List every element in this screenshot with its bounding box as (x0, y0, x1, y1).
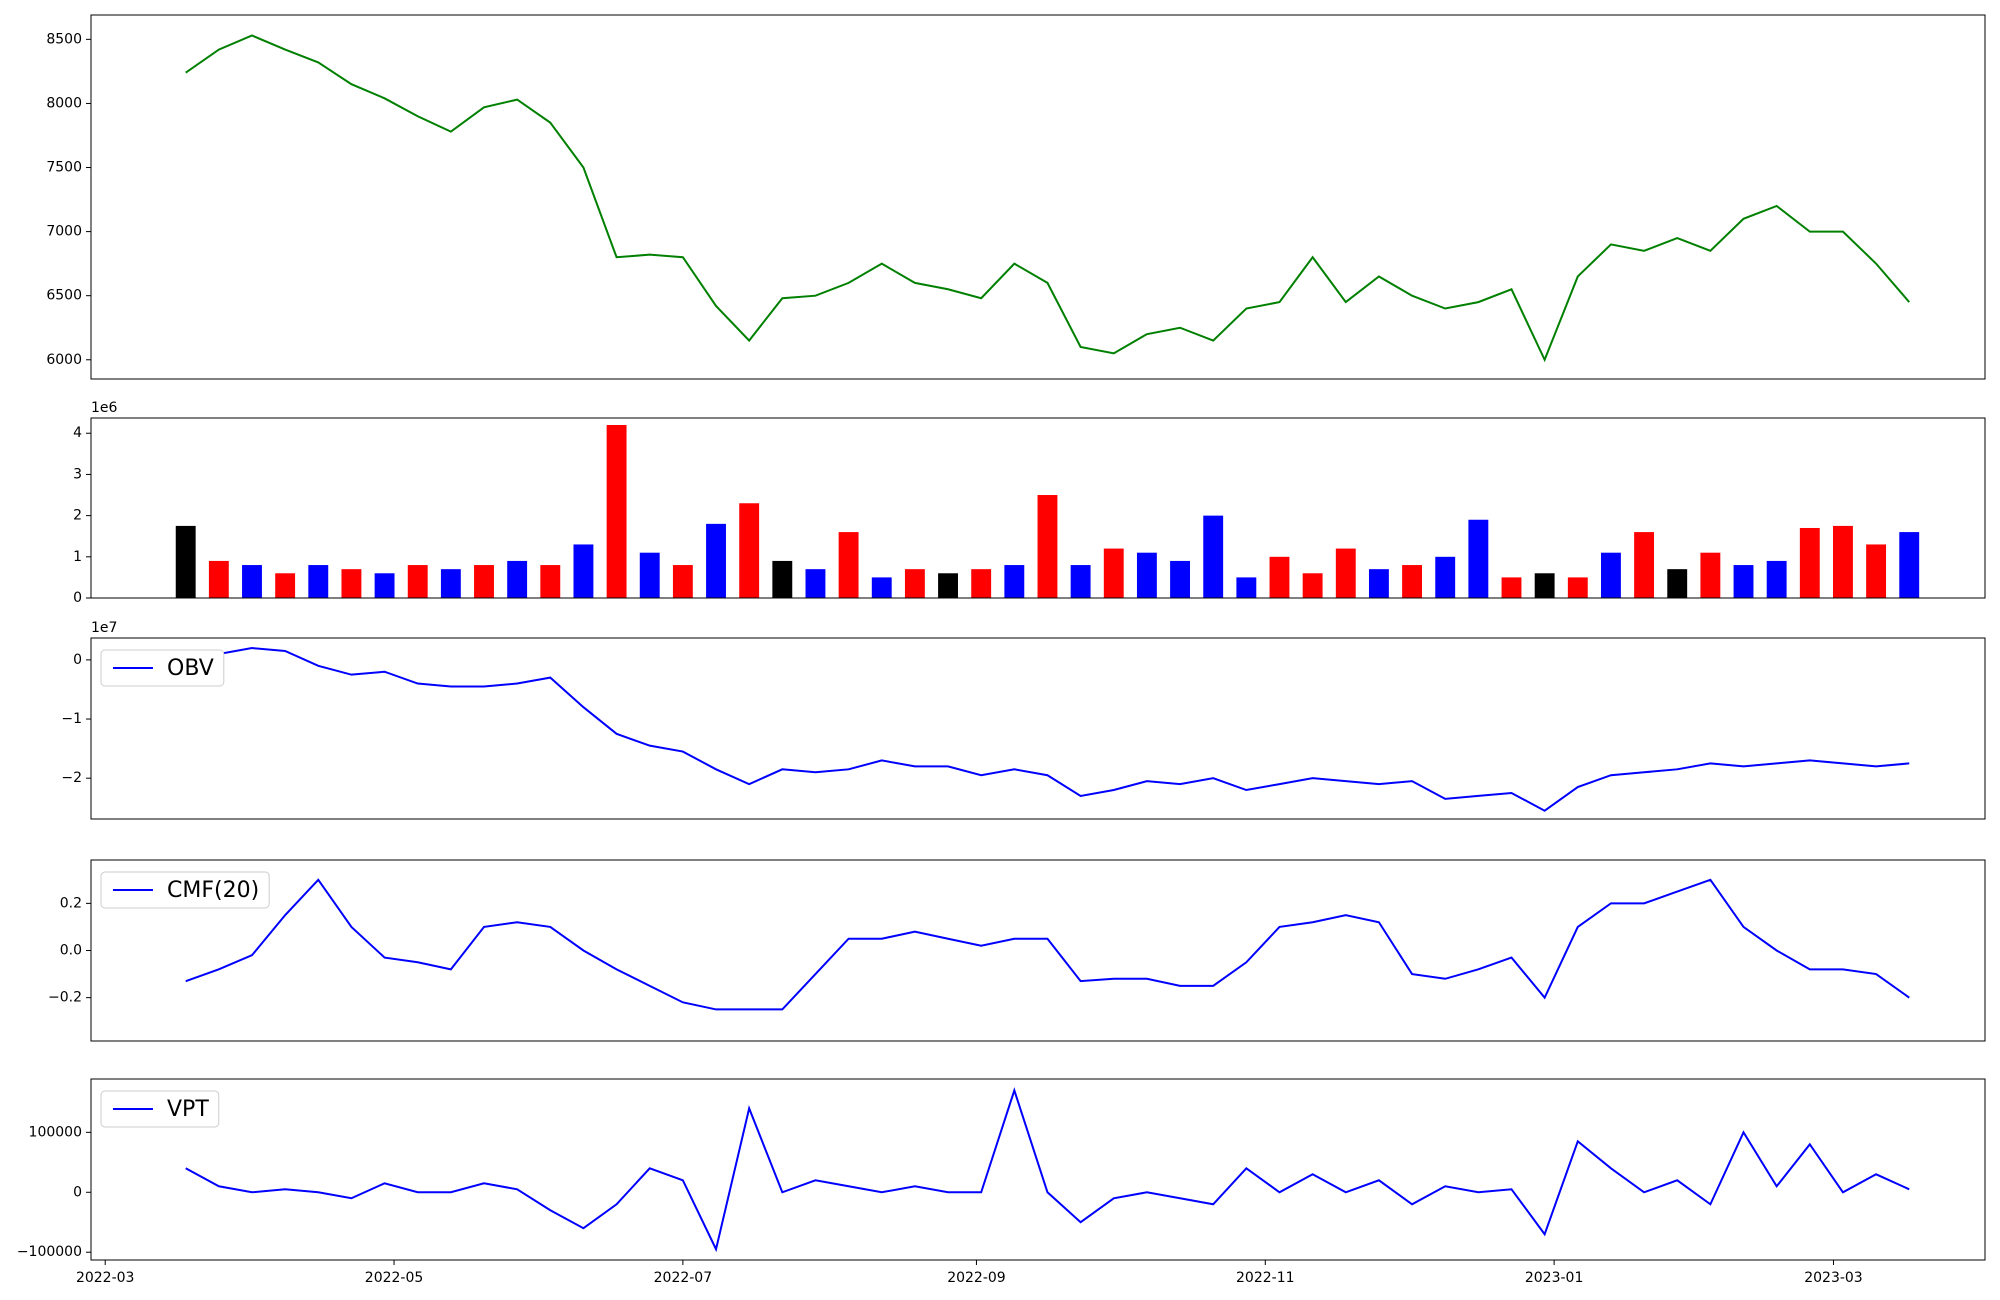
axes-frame (90, 637, 1986, 820)
bar (1501, 577, 1522, 598)
bar (1302, 573, 1323, 598)
bar (1269, 556, 1290, 598)
bar (540, 565, 561, 598)
legend-box (100, 649, 225, 687)
y-tick-label: −0.2 (48, 990, 82, 1006)
legend-box (100, 871, 270, 909)
x-tick-label: 2022-07 (654, 1270, 713, 1286)
series-line (185, 878, 1910, 1011)
y-tick-label: −1 (61, 711, 82, 727)
x-tick-label: 2022-03 (76, 1270, 135, 1286)
y-tick-label: 8000 (46, 95, 82, 111)
y-tick-label: 0.2 (60, 895, 82, 911)
bar (805, 569, 826, 598)
bar (1368, 569, 1389, 598)
axes-frame (90, 14, 1986, 380)
series-line (185, 1087, 1910, 1253)
offset-label: 1e6 (91, 400, 118, 416)
bar (573, 544, 594, 598)
bar (1136, 552, 1157, 598)
x-tick-label: 2023-03 (1804, 1270, 1863, 1286)
y-tick-label: 7500 (46, 160, 82, 176)
bar (175, 525, 196, 598)
y-tick-label: 4 (73, 425, 82, 441)
bar (1733, 565, 1754, 598)
bar (1833, 525, 1853, 598)
bar (1799, 527, 1820, 598)
bar (938, 573, 958, 598)
bar (1866, 544, 1887, 598)
bar (341, 569, 362, 598)
y-tick-label: 8500 (46, 31, 82, 47)
bar (1534, 573, 1555, 598)
axes-frame (90, 859, 1986, 1042)
legend-label: VPT (167, 1097, 209, 1122)
bar (606, 425, 627, 598)
bar (440, 569, 461, 598)
y-tick-label: 6000 (46, 352, 82, 368)
y-tick-label: −2 (61, 770, 82, 786)
bar (1634, 532, 1655, 598)
bar (1004, 565, 1025, 598)
x-tick-label: 2022-05 (365, 1270, 424, 1286)
y-tick-label: 1 (73, 549, 82, 565)
y-tick-label: 0.0 (60, 943, 82, 959)
legend-box (100, 1090, 220, 1128)
bar (1402, 565, 1423, 598)
bar (1667, 569, 1688, 598)
y-tick-label: 100000 (29, 1124, 82, 1140)
y-tick-label: 7000 (46, 224, 82, 240)
bar (838, 532, 859, 598)
bar (1203, 515, 1224, 598)
offset-label: 1e7 (91, 620, 117, 636)
bar (1070, 565, 1091, 598)
y-tick-label: 0 (73, 590, 82, 606)
y-tick-label: 2 (73, 508, 82, 524)
bar (1170, 560, 1190, 598)
bar (706, 523, 726, 598)
bar (1468, 519, 1489, 598)
x-tick-label: 2022-09 (947, 1270, 1006, 1286)
bar (1700, 552, 1721, 598)
bar (1435, 556, 1456, 598)
bar (374, 573, 395, 598)
y-tick-label: 6500 (46, 288, 82, 304)
y-tick-label: 0 (73, 652, 82, 668)
axes-frame (90, 1078, 1986, 1261)
x-tick-label: 2023-01 (1525, 1270, 1584, 1286)
bar (275, 573, 296, 598)
bar (1567, 577, 1588, 598)
legend-label: CMF(20) (167, 878, 259, 903)
bar (242, 565, 262, 598)
bar (772, 560, 793, 598)
x-tick-label: 2022-11 (1236, 1270, 1295, 1286)
bar (1600, 552, 1621, 598)
series-line (185, 34, 1910, 363)
bar (904, 569, 925, 598)
bar (1335, 548, 1356, 598)
bar (672, 565, 693, 598)
bar (871, 577, 892, 598)
y-tick-label: 0 (73, 1184, 82, 1200)
y-tick-label: −100000 (17, 1244, 82, 1260)
axes-frame (90, 417, 1986, 599)
bar (308, 565, 329, 598)
bar (1766, 560, 1787, 598)
bar (1103, 548, 1124, 598)
series-line (185, 647, 1910, 812)
bar (407, 565, 428, 598)
bar (1236, 577, 1257, 598)
bar (739, 503, 760, 598)
bar (1899, 532, 1920, 598)
bar (474, 565, 494, 598)
bar (507, 560, 528, 598)
bar (1037, 495, 1058, 598)
bar (208, 560, 229, 598)
bar (639, 552, 660, 598)
legend-label: OBV (167, 656, 214, 681)
bar (971, 569, 992, 598)
y-tick-label: 3 (73, 466, 82, 482)
